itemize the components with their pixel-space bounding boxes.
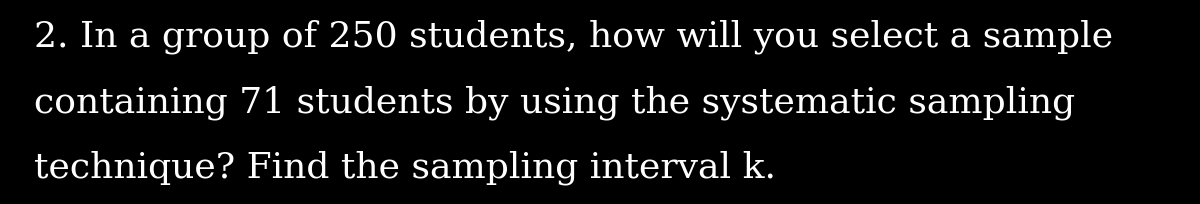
Text: 2. In a group of 250 students, how will you select a sample: 2. In a group of 250 students, how will … — [34, 20, 1112, 54]
Text: containing 71 students by using the systematic sampling: containing 71 students by using the syst… — [34, 85, 1075, 119]
Text: technique? Find the sampling interval k.: technique? Find the sampling interval k. — [34, 150, 775, 184]
